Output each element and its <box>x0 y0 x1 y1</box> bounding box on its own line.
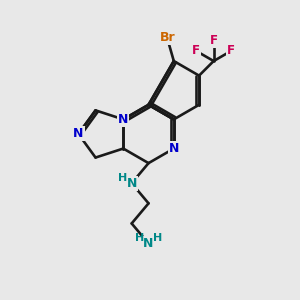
Text: F: F <box>227 44 235 57</box>
Text: N: N <box>127 177 137 190</box>
Text: Br: Br <box>160 31 176 44</box>
Text: H: H <box>118 173 127 183</box>
Text: N: N <box>73 128 84 140</box>
Text: N: N <box>169 142 179 155</box>
Text: H: H <box>153 233 163 243</box>
Text: H: H <box>135 233 144 243</box>
Text: N: N <box>118 113 128 126</box>
Text: F: F <box>210 34 218 47</box>
Text: F: F <box>192 44 200 57</box>
Text: N: N <box>143 237 154 250</box>
